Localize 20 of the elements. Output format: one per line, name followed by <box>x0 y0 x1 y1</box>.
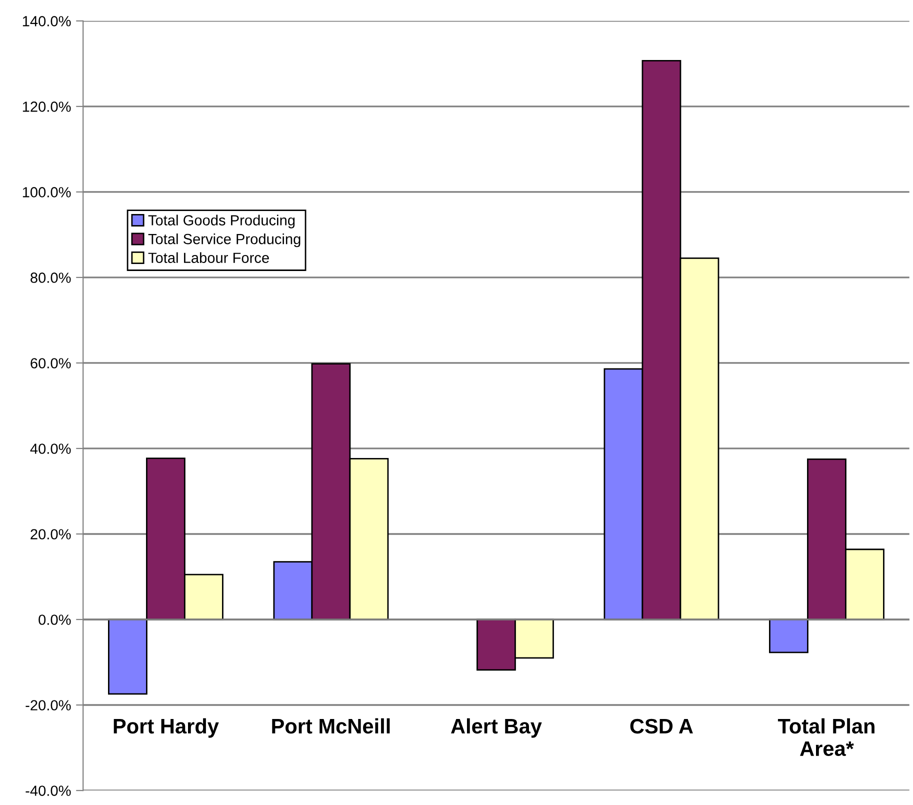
x-tick-label: Total Plan Area* <box>778 718 874 756</box>
y-tick-label: 60.0% <box>30 358 71 368</box>
y-tick-label: 140.0% <box>22 16 71 26</box>
bar <box>108 618 148 695</box>
y-tick-label: 80.0% <box>30 272 71 283</box>
legend-label: Total Service Producing <box>148 234 300 248</box>
legend-label: Total Labour Force <box>148 252 269 263</box>
y-tick-label: 40.0% <box>30 444 71 454</box>
bar <box>769 618 808 654</box>
y-tick-label: -40.0% <box>26 786 71 796</box>
x-tick-label: Port McNeill <box>272 718 390 734</box>
legend-label: Total Goods Producing <box>148 214 295 228</box>
x-tick-label: Alert Bay <box>451 718 542 738</box>
y-tick-label: -20.0% <box>26 700 71 710</box>
x-tick-label: Port Hardy <box>114 718 219 738</box>
y-tick-label: 20.0% <box>30 529 71 540</box>
y-tick-label: 100.0% <box>22 187 71 198</box>
x-tick-label: CSD A <box>630 718 693 734</box>
y-tick-label: 0.0% <box>38 614 71 625</box>
y-tick-label: 120.0% <box>22 102 71 112</box>
